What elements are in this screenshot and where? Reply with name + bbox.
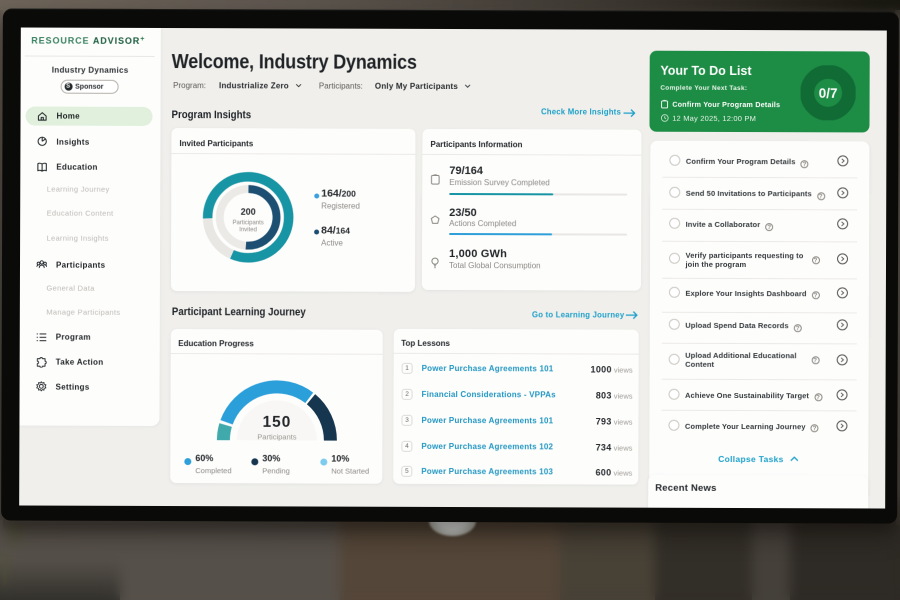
svg-text:150: 150	[262, 413, 291, 430]
svg-text:200: 200	[240, 207, 255, 217]
svg-text:Participants: Participants	[232, 220, 263, 226]
svg-text:Invited: Invited	[239, 227, 257, 233]
svg-text:0/7: 0/7	[819, 85, 838, 100]
svg-text:Participants: Participants	[257, 432, 296, 441]
